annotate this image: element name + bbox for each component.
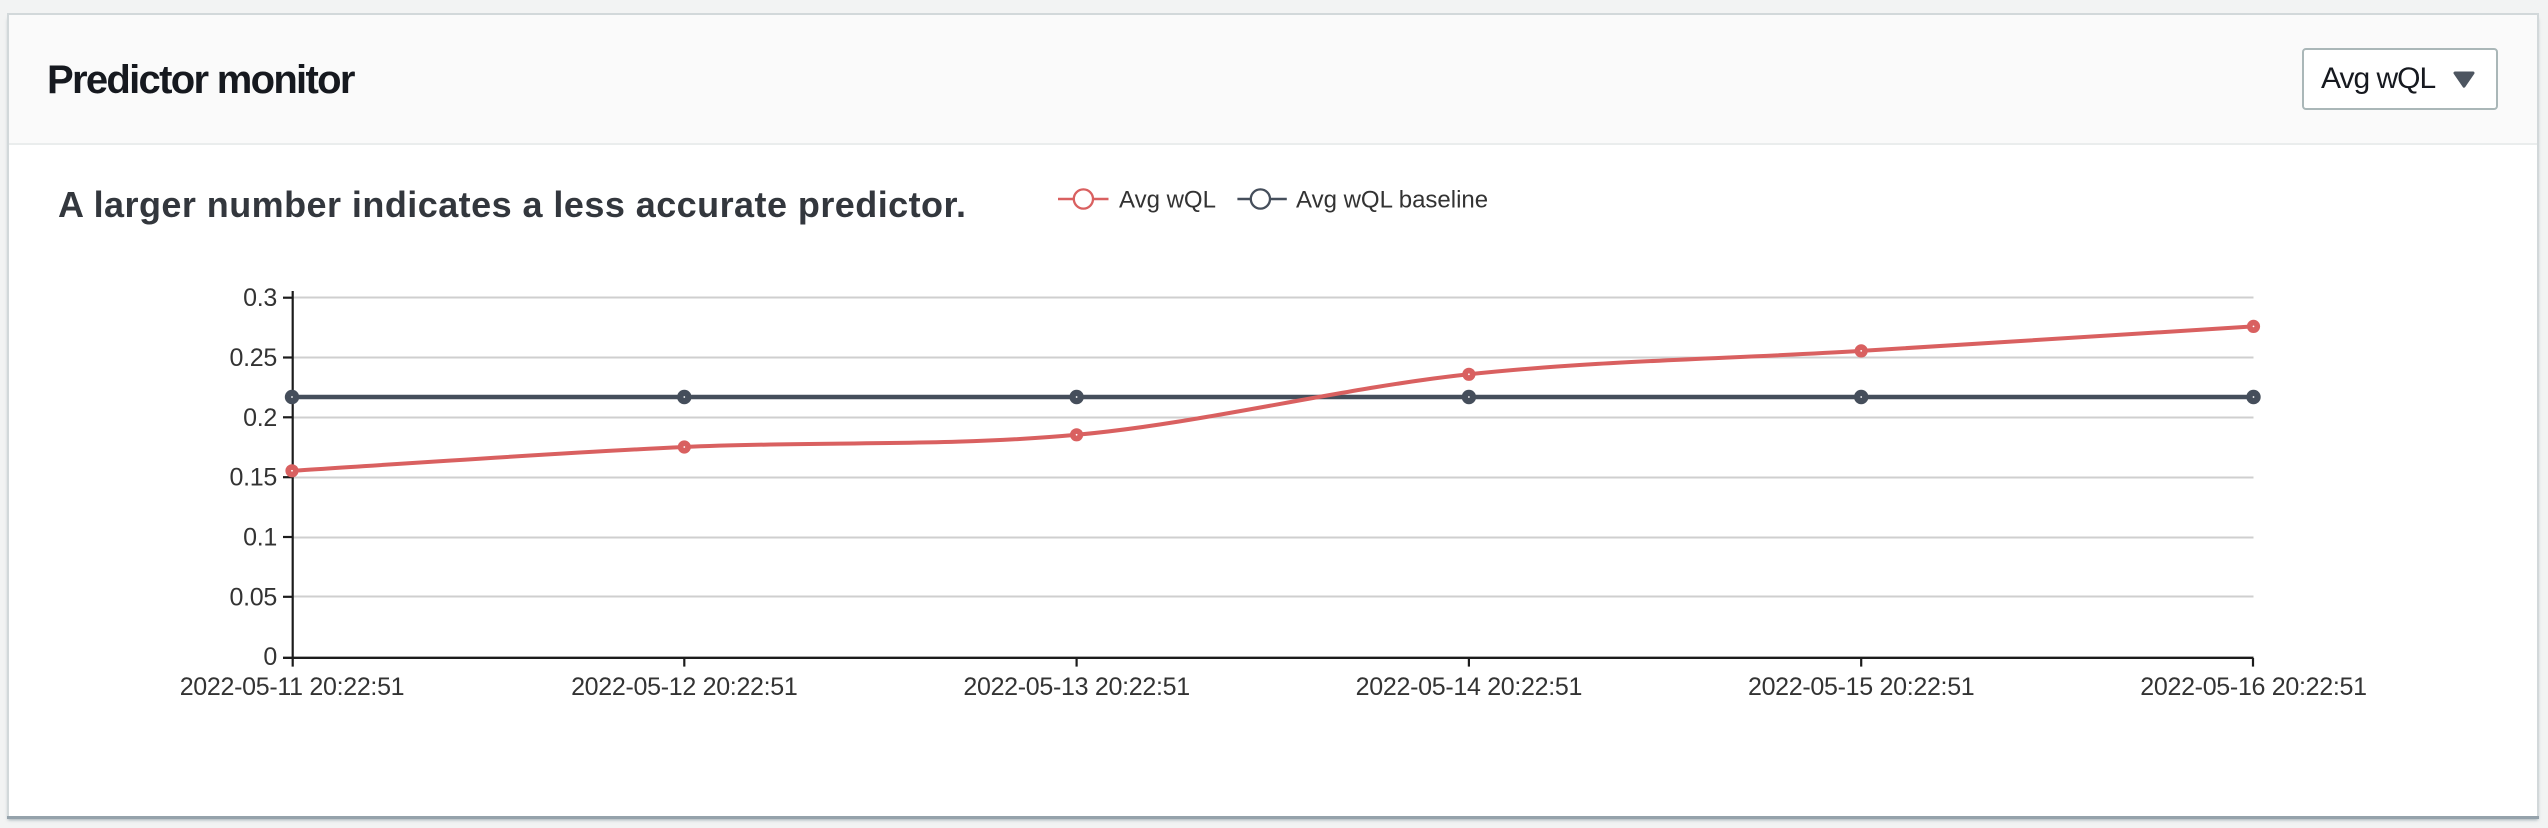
- svg-text:0: 0: [263, 643, 277, 671]
- svg-text:0.25: 0.25: [230, 344, 277, 372]
- svg-text:0.15: 0.15: [230, 464, 277, 492]
- svg-text:2022-05-14 20:22:51: 2022-05-14 20:22:51: [1356, 673, 1582, 701]
- svg-text:2022-05-15 20:22:51: 2022-05-15 20:22:51: [1748, 673, 1974, 701]
- svg-text:2022-05-11 20:22:51: 2022-05-11 20:22:51: [180, 673, 405, 701]
- svg-text:Avg wQL baseline: Avg wQL baseline: [1296, 187, 1488, 214]
- svg-text:Avg wQL: Avg wQL: [1119, 187, 1216, 214]
- svg-text:0.3: 0.3: [243, 284, 277, 312]
- svg-text:0.1: 0.1: [243, 524, 277, 552]
- svg-text:2022-05-16 20:22:51: 2022-05-16 20:22:51: [2140, 673, 2366, 701]
- svg-text:2022-05-13 20:22:51: 2022-05-13 20:22:51: [963, 673, 1189, 701]
- svg-text:0.2: 0.2: [243, 404, 277, 432]
- svg-text:0.05: 0.05: [230, 583, 277, 611]
- svg-text:2022-05-12 20:22:51: 2022-05-12 20:22:51: [571, 673, 797, 701]
